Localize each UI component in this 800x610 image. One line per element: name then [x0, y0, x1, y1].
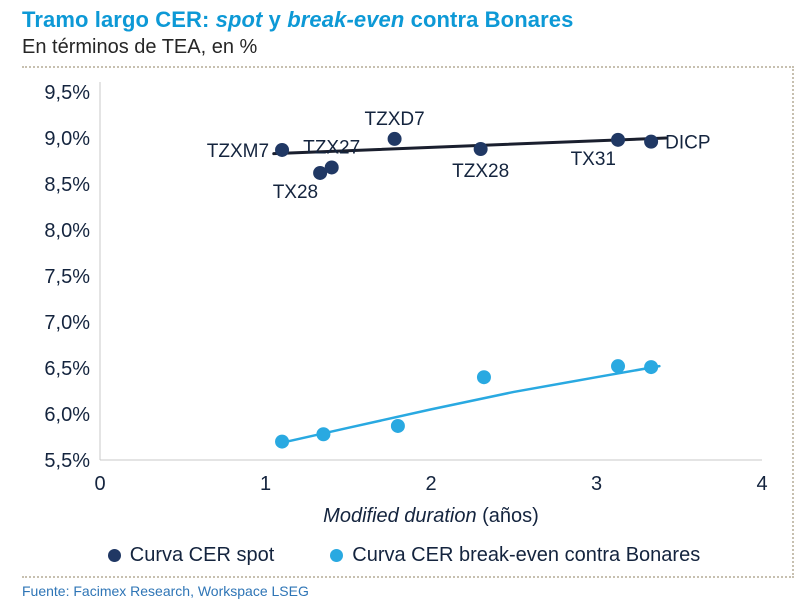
data-point: [316, 426, 331, 441]
y-tick-label: 6,5%: [44, 358, 90, 380]
chart-subtitle: En términos de TEA, en %: [22, 35, 258, 58]
legend-dot-breakeven: [330, 549, 344, 562]
data-point: [611, 132, 626, 147]
point-label: TZXD7: [364, 108, 424, 129]
y-tick-label: 7,0%: [44, 312, 90, 334]
data-point: [473, 141, 488, 156]
data-point: [644, 359, 659, 374]
data-point: [313, 165, 328, 180]
x-tick-label: 3: [591, 473, 602, 495]
title-part-italic: spot: [215, 7, 263, 32]
y-tick-label: 8,0%: [44, 220, 90, 242]
legend-item-spot: Curva CER spot: [107, 544, 275, 567]
y-tick-label: 5,5%: [44, 450, 90, 472]
point-label: TX31: [571, 148, 616, 169]
chart-title: Tramo largo CER: spot y break-even contr…: [22, 6, 800, 34]
data-point: [324, 159, 339, 174]
data-point: [387, 131, 402, 146]
y-tick-label: 9,0%: [44, 128, 90, 150]
data-point: [390, 418, 405, 433]
legend-dot-spot: [107, 549, 121, 562]
point-label: TZXM7: [207, 140, 269, 161]
point-label: TZX28: [452, 161, 509, 182]
y-tick-label: 7,5%: [44, 266, 90, 288]
title-part: y: [262, 7, 288, 32]
title-part: Tramo largo CER:: [22, 7, 216, 32]
data-point: [275, 142, 290, 157]
point-label: DICP: [665, 132, 710, 153]
x-tick-label: 2: [425, 473, 436, 495]
title-part-italic: break-even: [287, 7, 405, 32]
x-tick-label: 1: [260, 473, 271, 495]
x-axis-title: Modified duration (años): [323, 505, 539, 527]
legend-label-breakeven: Curva CER break-even contra Bonares: [352, 544, 701, 566]
legend-item-breakeven: Curva CER break-even contra Bonares: [330, 544, 700, 567]
trend-line: [272, 136, 668, 155]
data-point: [611, 358, 626, 373]
y-tick-label: 6,0%: [44, 404, 90, 426]
cer-scatter-chart: 9,5% 9,0% 8,5% 8,0% 7,5% 7,0% 6,5% 6,0% 5,5%0 1 2 3…: [44, 81, 768, 527]
chart-frame: 9,5% 9,0% 8,5% 8,0% 7,5% 7,0% 6,5% 6,0% 5,5% 0 1 2 3…: [22, 65, 794, 578]
x-tick-label: 0: [94, 473, 105, 495]
trend-line: [277, 364, 661, 445]
point-label: TX28: [273, 181, 318, 202]
x-tick-label: 4: [756, 473, 767, 495]
y-tick-label: 9,5%: [44, 82, 90, 104]
point-label: TZX27: [303, 137, 360, 158]
data-point: [275, 434, 290, 449]
data-point: [476, 369, 491, 384]
legend-label-spot: Curva CER spot: [129, 544, 275, 566]
title-part: contra Bonares: [404, 7, 574, 32]
y-tick-label: 8,5%: [44, 174, 90, 196]
data-point: [644, 134, 659, 149]
chart-legend: Curva CER spot Curva CER break-even cont…: [22, 542, 786, 570]
source-note: Fuente: Facimex Research, Workspace LSEG: [22, 582, 309, 599]
